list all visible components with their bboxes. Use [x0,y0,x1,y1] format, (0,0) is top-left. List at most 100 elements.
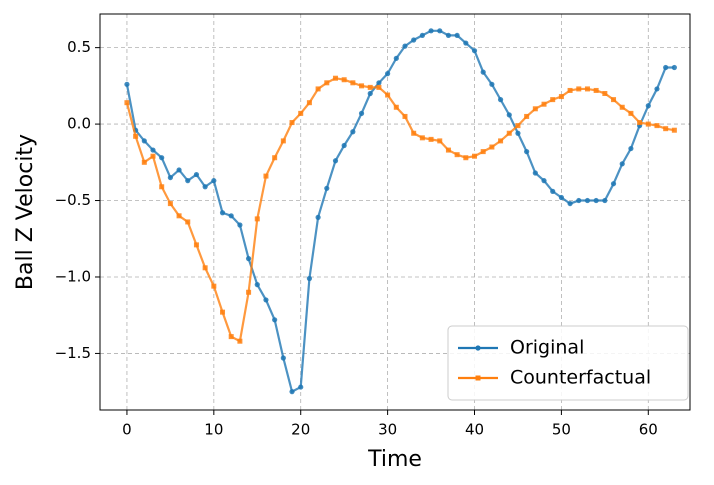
marker [619,104,625,110]
marker [315,214,321,220]
marker [141,159,147,165]
marker [532,106,538,112]
marker [463,155,469,161]
legend-label: Original [510,337,584,359]
axes-frame [99,13,691,411]
marker [480,69,486,75]
marker [628,145,634,152]
marker [411,37,417,43]
marker [341,142,347,149]
marker [306,100,312,106]
marker [550,188,556,194]
legend-label: Counterfactual [510,367,651,389]
marker [228,334,234,340]
marker [358,110,365,116]
marker [202,184,208,190]
marker [475,345,481,351]
marker [280,355,286,361]
marker [602,91,608,97]
marker [159,155,165,161]
marker [532,170,538,176]
marker [359,83,365,89]
marker [376,80,382,86]
marker [263,173,269,179]
marker [515,123,521,129]
marker [437,138,443,144]
y-tick-label: 0.5 [67,38,91,56]
marker [228,213,234,219]
marker [471,48,478,54]
marker [376,84,382,90]
marker [289,120,295,126]
marker [506,112,512,118]
marker [602,197,608,204]
marker [185,178,191,184]
marker [524,113,530,119]
marker [367,90,373,97]
x-tick-label: 50 [552,421,571,439]
marker [428,136,434,142]
marker [298,110,304,116]
marker [419,135,425,141]
x-tick-label: 30 [378,421,397,439]
marker [489,81,495,87]
marker [419,32,425,39]
y-tick-label: 0.0 [67,115,91,133]
marker [124,100,130,106]
marker [671,64,677,71]
marker [654,86,660,92]
marker [367,84,373,90]
marker [245,256,252,262]
x-tick-label: 0 [122,421,132,439]
marker [567,87,573,93]
marker [593,87,599,93]
marker [654,123,660,129]
x-tick-label: 40 [465,421,484,439]
marker [628,110,634,116]
marker [332,75,338,81]
marker [385,92,391,98]
marker [237,222,243,228]
marker [324,185,330,191]
marker [289,389,295,395]
marker [475,375,481,381]
marker [437,28,443,34]
marker [272,155,278,161]
x-tick-label: 60 [639,421,658,439]
marker [498,138,504,144]
marker [663,126,669,132]
marker [280,138,286,144]
marker [463,40,469,46]
marker [637,120,643,126]
marker [332,158,339,164]
marker [411,130,417,136]
marker [254,216,260,222]
legend-frame [447,325,689,401]
marker [524,149,530,155]
marker [350,129,356,135]
marker [645,103,651,109]
series-line [125,77,675,343]
marker [515,130,521,136]
marker [445,147,451,153]
marker [246,289,252,295]
y-axis-label: Ball Z Velocity [13,134,38,290]
marker [272,317,278,323]
marker [193,171,200,178]
marker [341,77,347,83]
marker [497,97,504,103]
marker [202,265,208,271]
marker [211,283,217,289]
marker [254,282,260,288]
marker [159,184,165,190]
marker [306,275,313,282]
marker [541,178,547,184]
marker [619,161,625,167]
marker [558,94,564,100]
marker [454,32,460,39]
marker [584,197,591,204]
marker [176,213,182,219]
marker [150,153,156,159]
marker [663,64,669,71]
